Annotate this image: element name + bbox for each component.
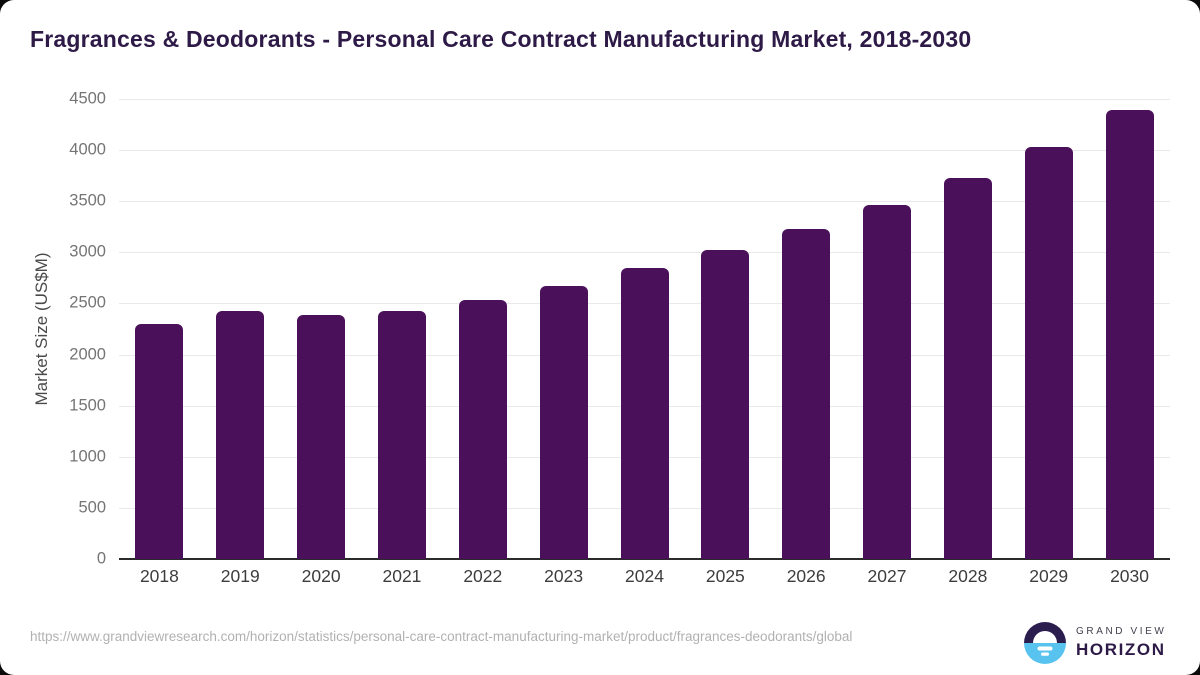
bar-2020 [297, 315, 346, 559]
brand-logo-text: GRAND VIEW HORIZON [1076, 626, 1166, 660]
x-tick-label-2028: 2028 [948, 566, 988, 586]
x-axis-tick-labels: 2018 2019 2020 2021 2022 2023 2024 2025 2026 2027… [119, 566, 1170, 587]
x-tick-label-2025: 2025 [705, 566, 745, 586]
y-tick-label-3000: 3000 [69, 242, 106, 261]
bar-2029 [1024, 146, 1073, 559]
bar-2023 [539, 285, 588, 559]
y-axis-label: Market Size (US$M) [32, 252, 51, 406]
x-tick-label-2022: 2022 [463, 566, 503, 586]
brand-name-bottom: HORIZON [1076, 640, 1166, 659]
x-axis-line [119, 558, 1170, 560]
y-tick-label-3500: 3500 [69, 191, 106, 210]
brand-logo: GRAND VIEW HORIZON [1024, 622, 1166, 664]
chart-title: Fragrances & Deodorants - Personal Care … [30, 26, 972, 52]
y-tick-label-4000: 4000 [69, 140, 106, 159]
gridline-3000 [119, 252, 1170, 254]
gridline-4500 [119, 99, 1170, 100]
plot-area: 0 500 1000 1500 2000 2500 3000 3500 4000 4500 [69, 90, 1170, 568]
bar-2024 [620, 268, 669, 559]
y-tick-label-500: 500 [78, 498, 106, 517]
bar-2030 [1105, 110, 1154, 559]
gridline-4000 [119, 150, 1170, 152]
y-tick-label-4500: 4500 [69, 89, 106, 108]
x-tick-label-2018: 2018 [139, 566, 179, 586]
x-tick-label-2029: 2029 [1029, 566, 1069, 586]
bar-2026 [782, 228, 831, 559]
bar-2028 [943, 177, 992, 559]
x-tick-label-2030: 2030 [1110, 566, 1150, 586]
x-tick-label-2026: 2026 [786, 566, 826, 586]
gridline-3500 [119, 201, 1170, 203]
brand-name-top: GRAND VIEW [1076, 626, 1167, 637]
horizon-sun-icon [1024, 622, 1066, 664]
y-tick-label-1000: 1000 [69, 447, 106, 466]
bar-2018 [135, 323, 184, 559]
x-tick-label-2024: 2024 [625, 566, 664, 586]
source-url: https://www.grandviewresearch.com/horizo… [30, 629, 853, 644]
y-tick-label-2500: 2500 [69, 293, 106, 312]
x-tick-label-2019: 2019 [220, 566, 260, 586]
x-tick-label-2021: 2021 [382, 566, 422, 586]
x-tick-label-2020: 2020 [301, 566, 341, 586]
bar-2021 [377, 310, 426, 559]
y-tick-label-2000: 2000 [69, 345, 106, 364]
y-tick-label-1500: 1500 [69, 396, 106, 415]
x-tick-label-2023: 2023 [544, 566, 584, 586]
x-tick-label-2027: 2027 [867, 566, 907, 586]
bar-2025 [701, 249, 750, 559]
bar-2027 [863, 205, 912, 559]
y-tick-label-0: 0 [96, 549, 106, 568]
bar-2019 [216, 310, 265, 559]
bar-2022 [458, 299, 507, 559]
